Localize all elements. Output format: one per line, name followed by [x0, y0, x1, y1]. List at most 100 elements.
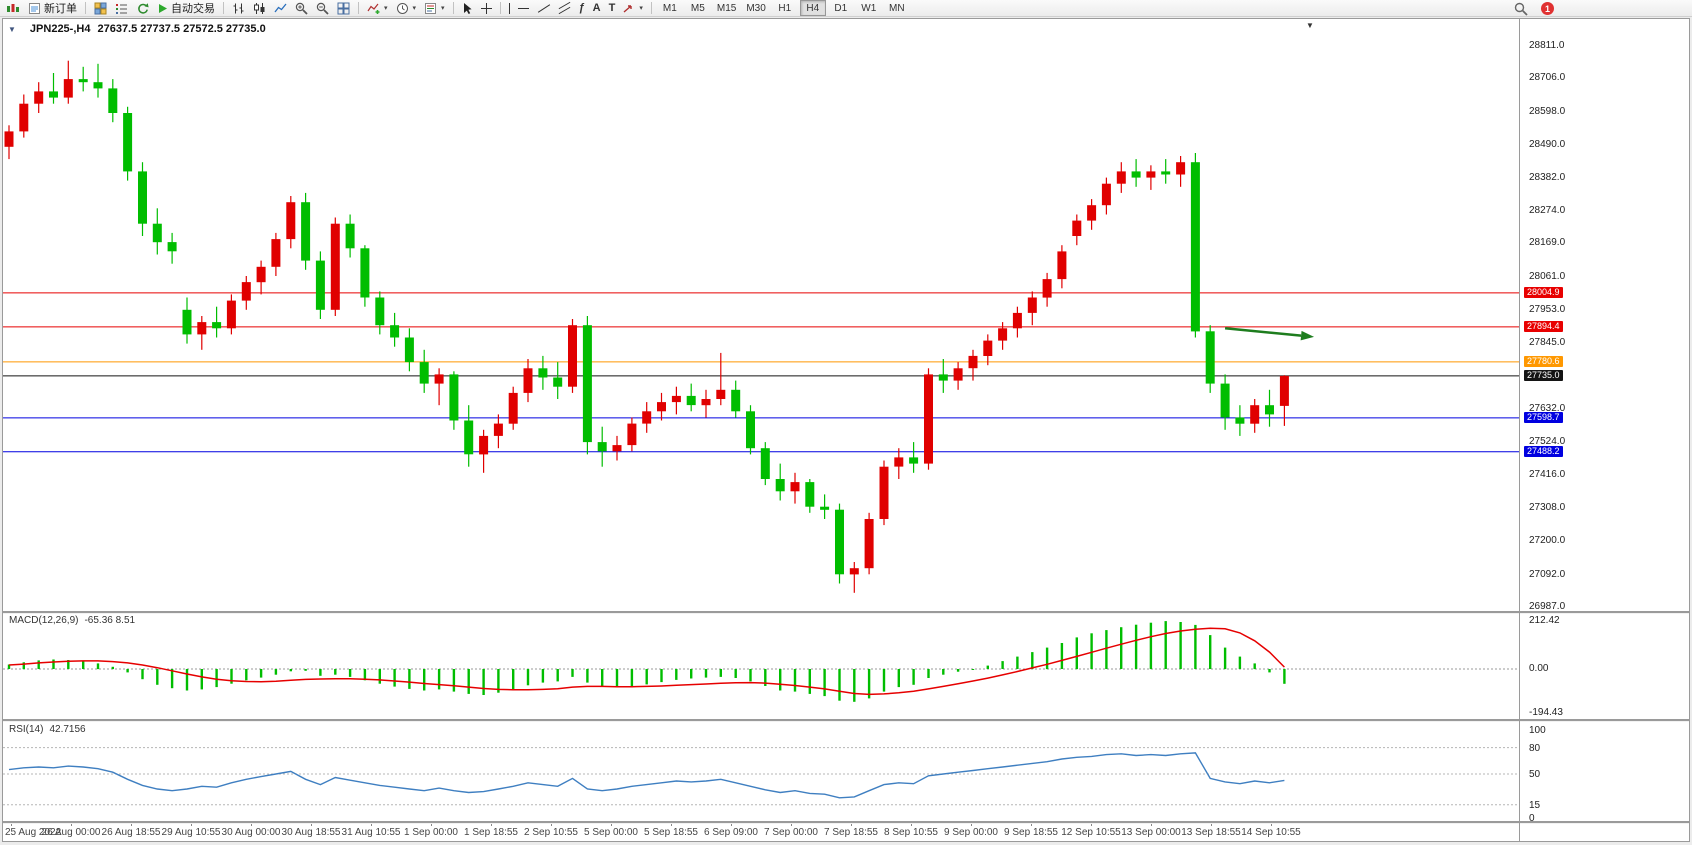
time-axis-tick — [671, 823, 672, 826]
macd-axis-tick: 0.00 — [1529, 663, 1549, 674]
time-axis[interactable]: 25 Aug 2022 26 Aug 00:00 26 Aug 18:55 29 Au… — [3, 823, 1519, 841]
candlestick-chart-button[interactable] — [250, 1, 269, 16]
main-chart-canvas[interactable] — [3, 19, 1519, 611]
candle — [523, 359, 533, 403]
price-marker-label: 27488.2 — [1524, 446, 1563, 457]
bar-chart-button[interactable] — [229, 1, 248, 16]
time-axis-tick — [851, 823, 852, 826]
channel-button[interactable] — [555, 1, 574, 16]
rsi-panel-canvas[interactable] — [3, 721, 1519, 820]
dropdown-caret-icon: ▾ — [384, 4, 388, 12]
candle — [894, 448, 904, 479]
timeframe-m1[interactable]: M1 — [662, 2, 677, 14]
time-axis-tick — [551, 823, 552, 826]
new-order-button[interactable]: 新订单 — [25, 1, 80, 16]
refresh-button[interactable] — [133, 1, 152, 16]
time-axis-tick — [491, 823, 492, 826]
macd-panel-canvas[interactable] — [3, 613, 1519, 719]
timeframe-m5[interactable]: M5 — [690, 2, 705, 14]
notification-badge[interactable]: 1 — [1541, 2, 1554, 15]
text-tool-button[interactable]: A — [590, 1, 604, 16]
time-axis-label: 26 Aug 18:55 — [101, 827, 161, 838]
price-axis-tick: 28382.0 — [1529, 172, 1566, 183]
timeframe-w1[interactable]: W1 — [861, 2, 877, 14]
time-axis-label: 5 Sep 18:55 — [644, 827, 698, 838]
panel-splitter[interactable] — [3, 611, 1689, 613]
price-axis-tick: 27953.0 — [1529, 304, 1566, 315]
candle — [968, 349, 978, 381]
candle — [1250, 399, 1260, 433]
price-axis-tick: 28274.0 — [1529, 205, 1566, 216]
time-axis-tick — [311, 823, 312, 826]
candle — [909, 442, 919, 473]
time-axis-label: 30 Aug 18:55 — [281, 827, 341, 838]
timeframe-mn[interactable]: MN — [889, 2, 905, 14]
new-order-label: 新订单 — [44, 3, 77, 15]
shapes-button[interactable]: ▾ — [620, 1, 646, 16]
tile-windows-button[interactable] — [334, 1, 353, 16]
zoom-out-button[interactable] — [313, 1, 332, 16]
candles-series — [4, 60, 1289, 593]
candle — [1057, 245, 1067, 289]
search-button[interactable] — [1511, 1, 1531, 16]
market-watch-button[interactable] — [112, 1, 131, 16]
candle — [612, 435, 622, 461]
timeframe-h4[interactable]: H4 — [799, 0, 826, 16]
vertical-line-button[interactable] — [506, 1, 513, 16]
chart-ohlc-title: ▼ JPN225-,H4 27637.5 27737.5 27572.5 277… — [8, 23, 266, 35]
time-axis-label: 9 Sep 18:55 — [1004, 827, 1058, 838]
timeframe-m30[interactable]: M30 — [746, 2, 766, 14]
trendline-button[interactable] — [534, 1, 553, 16]
horizontal-line-button[interactable] — [515, 1, 532, 16]
rsi-line — [8, 752, 1285, 799]
candle — [597, 426, 607, 467]
timeframe-d1[interactable]: D1 — [834, 2, 848, 14]
profiles-button[interactable] — [91, 1, 110, 16]
text-tool-icon: A — [592, 1, 601, 14]
candle — [1176, 156, 1186, 187]
templates-button[interactable]: ▾ — [421, 1, 448, 16]
price-axis-tick: 27416.0 — [1529, 469, 1566, 480]
panel-splitter[interactable] — [3, 821, 1689, 823]
price-axis-tick: 28490.0 — [1529, 139, 1566, 150]
price-axis[interactable]: 28811.0 28706.0 28598.0 28490.0 28382.0 28274… — [1521, 19, 1687, 841]
chart-shift-marker[interactable]: ▼ — [1306, 21, 1314, 30]
indicators-button[interactable]: ▾ — [364, 1, 391, 16]
time-axis-label: 2 Sep 10:55 — [524, 827, 578, 838]
indicators-icon — [367, 3, 380, 14]
refresh-icon — [138, 2, 149, 14]
axis-divider — [1519, 19, 1520, 841]
arrow-annotation[interactable] — [1224, 327, 1315, 341]
new-chart-button[interactable] — [3, 1, 23, 16]
one-click-trading-toggle[interactable]: ▼ — [8, 24, 16, 34]
candle — [152, 208, 162, 255]
zoom-in-button[interactable] — [292, 1, 311, 16]
time-axis-tick — [131, 823, 132, 826]
fibonacci-button[interactable]: ƒ — [576, 1, 588, 16]
crosshair-button[interactable] — [478, 1, 495, 16]
candle — [1205, 325, 1215, 393]
time-axis-tick — [191, 823, 192, 826]
candle — [256, 260, 266, 295]
macd-signal-line — [8, 627, 1285, 696]
candle — [716, 352, 726, 406]
periods-button[interactable]: ▾ — [393, 1, 420, 16]
line-chart-button[interactable] — [271, 1, 290, 16]
timeframe-m15[interactable]: M15 — [716, 2, 737, 14]
price-axis-tick: 28811.0 — [1529, 40, 1565, 51]
autotrading-button[interactable]: 自动交易 — [154, 1, 218, 16]
candle — [375, 291, 385, 335]
candle — [108, 79, 118, 123]
candle — [1220, 374, 1230, 430]
arrow-shape-icon — [623, 4, 633, 13]
timeframe-h1[interactable]: H1 — [778, 2, 792, 14]
candle — [138, 162, 147, 236]
cursor-button[interactable] — [459, 1, 476, 16]
time-axis-label: 13 Sep 00:00 — [1121, 827, 1181, 838]
time-axis-label: 14 Sep 10:55 — [1241, 827, 1301, 838]
panel-splitter[interactable] — [3, 719, 1689, 721]
label-tool-button[interactable]: T — [606, 1, 619, 16]
candle — [760, 442, 770, 486]
candle — [434, 368, 444, 406]
